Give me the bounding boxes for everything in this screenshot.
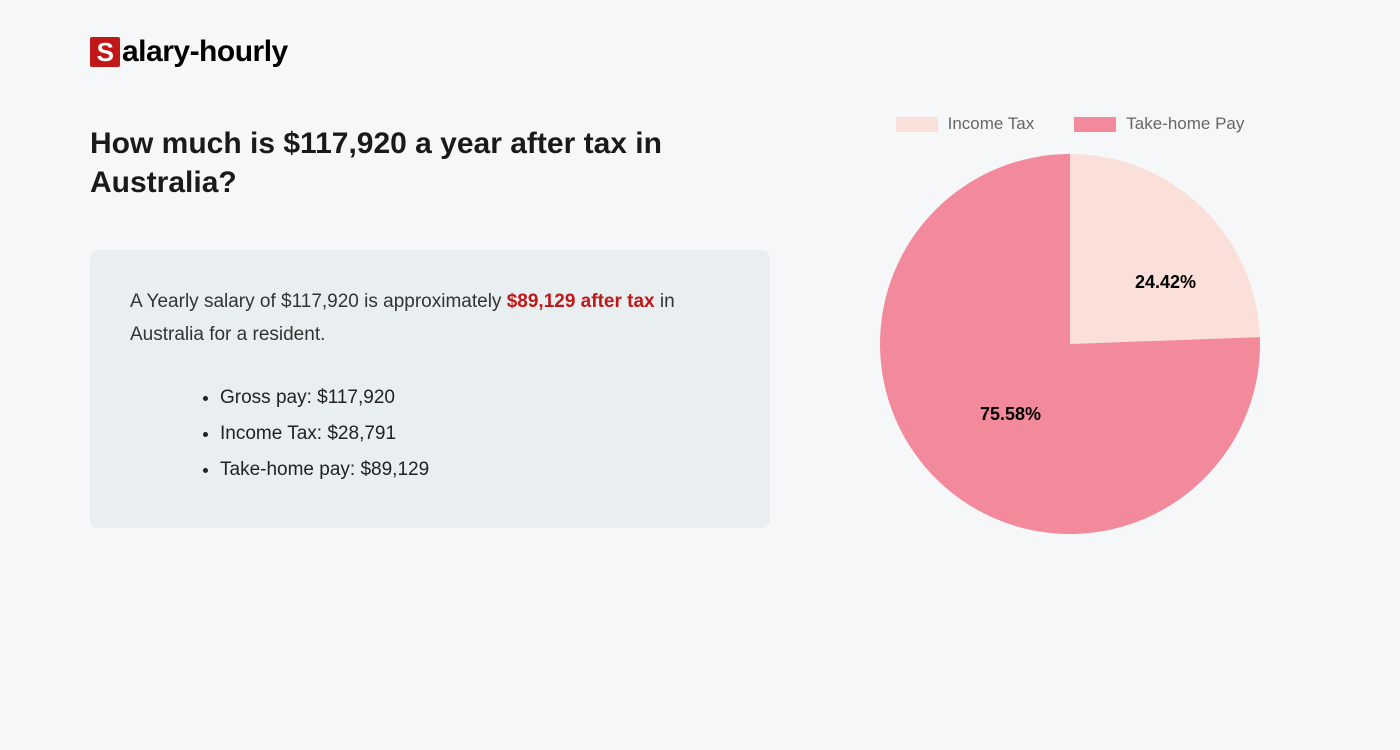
legend-item-income-tax: Income Tax: [896, 114, 1035, 134]
list-item: Gross pay: $117,920: [220, 380, 730, 416]
legend-swatch: [896, 117, 938, 132]
summary-highlight: $89,129 after tax: [507, 291, 655, 312]
logo-text: alary-hourly: [122, 35, 288, 69]
page-title: How much is $117,920 a year after tax in…: [90, 124, 770, 202]
pie-label-income-tax: 24.42%: [1135, 272, 1196, 293]
right-column: Income Tax Take-home Pay 24.42% 75.58%: [770, 124, 1310, 534]
left-column: How much is $117,920 a year after tax in…: [90, 124, 770, 534]
summary-text: A Yearly salary of $117,920 is approxima…: [130, 285, 730, 352]
pie-chart: 24.42% 75.58%: [880, 154, 1260, 534]
pie-label-take-home: 75.58%: [980, 404, 1041, 425]
summary-prefix: A Yearly salary of $117,920 is approxima…: [130, 291, 507, 312]
list-item: Take-home pay: $89,129: [220, 452, 730, 488]
legend-label: Income Tax: [948, 114, 1035, 134]
bullets-list: Gross pay: $117,920 Income Tax: $28,791 …: [130, 380, 730, 488]
legend-swatch: [1074, 117, 1116, 132]
summary-box: A Yearly salary of $117,920 is approxima…: [90, 250, 770, 528]
logo-s-icon: S: [90, 37, 120, 67]
logo: Salary-hourly: [90, 35, 1310, 69]
content: How much is $117,920 a year after tax in…: [90, 124, 1310, 534]
legend-label: Take-home Pay: [1126, 114, 1244, 134]
legend-item-take-home: Take-home Pay: [1074, 114, 1244, 134]
list-item: Income Tax: $28,791: [220, 416, 730, 452]
pie-svg: [880, 154, 1260, 534]
legend: Income Tax Take-home Pay: [830, 114, 1310, 134]
